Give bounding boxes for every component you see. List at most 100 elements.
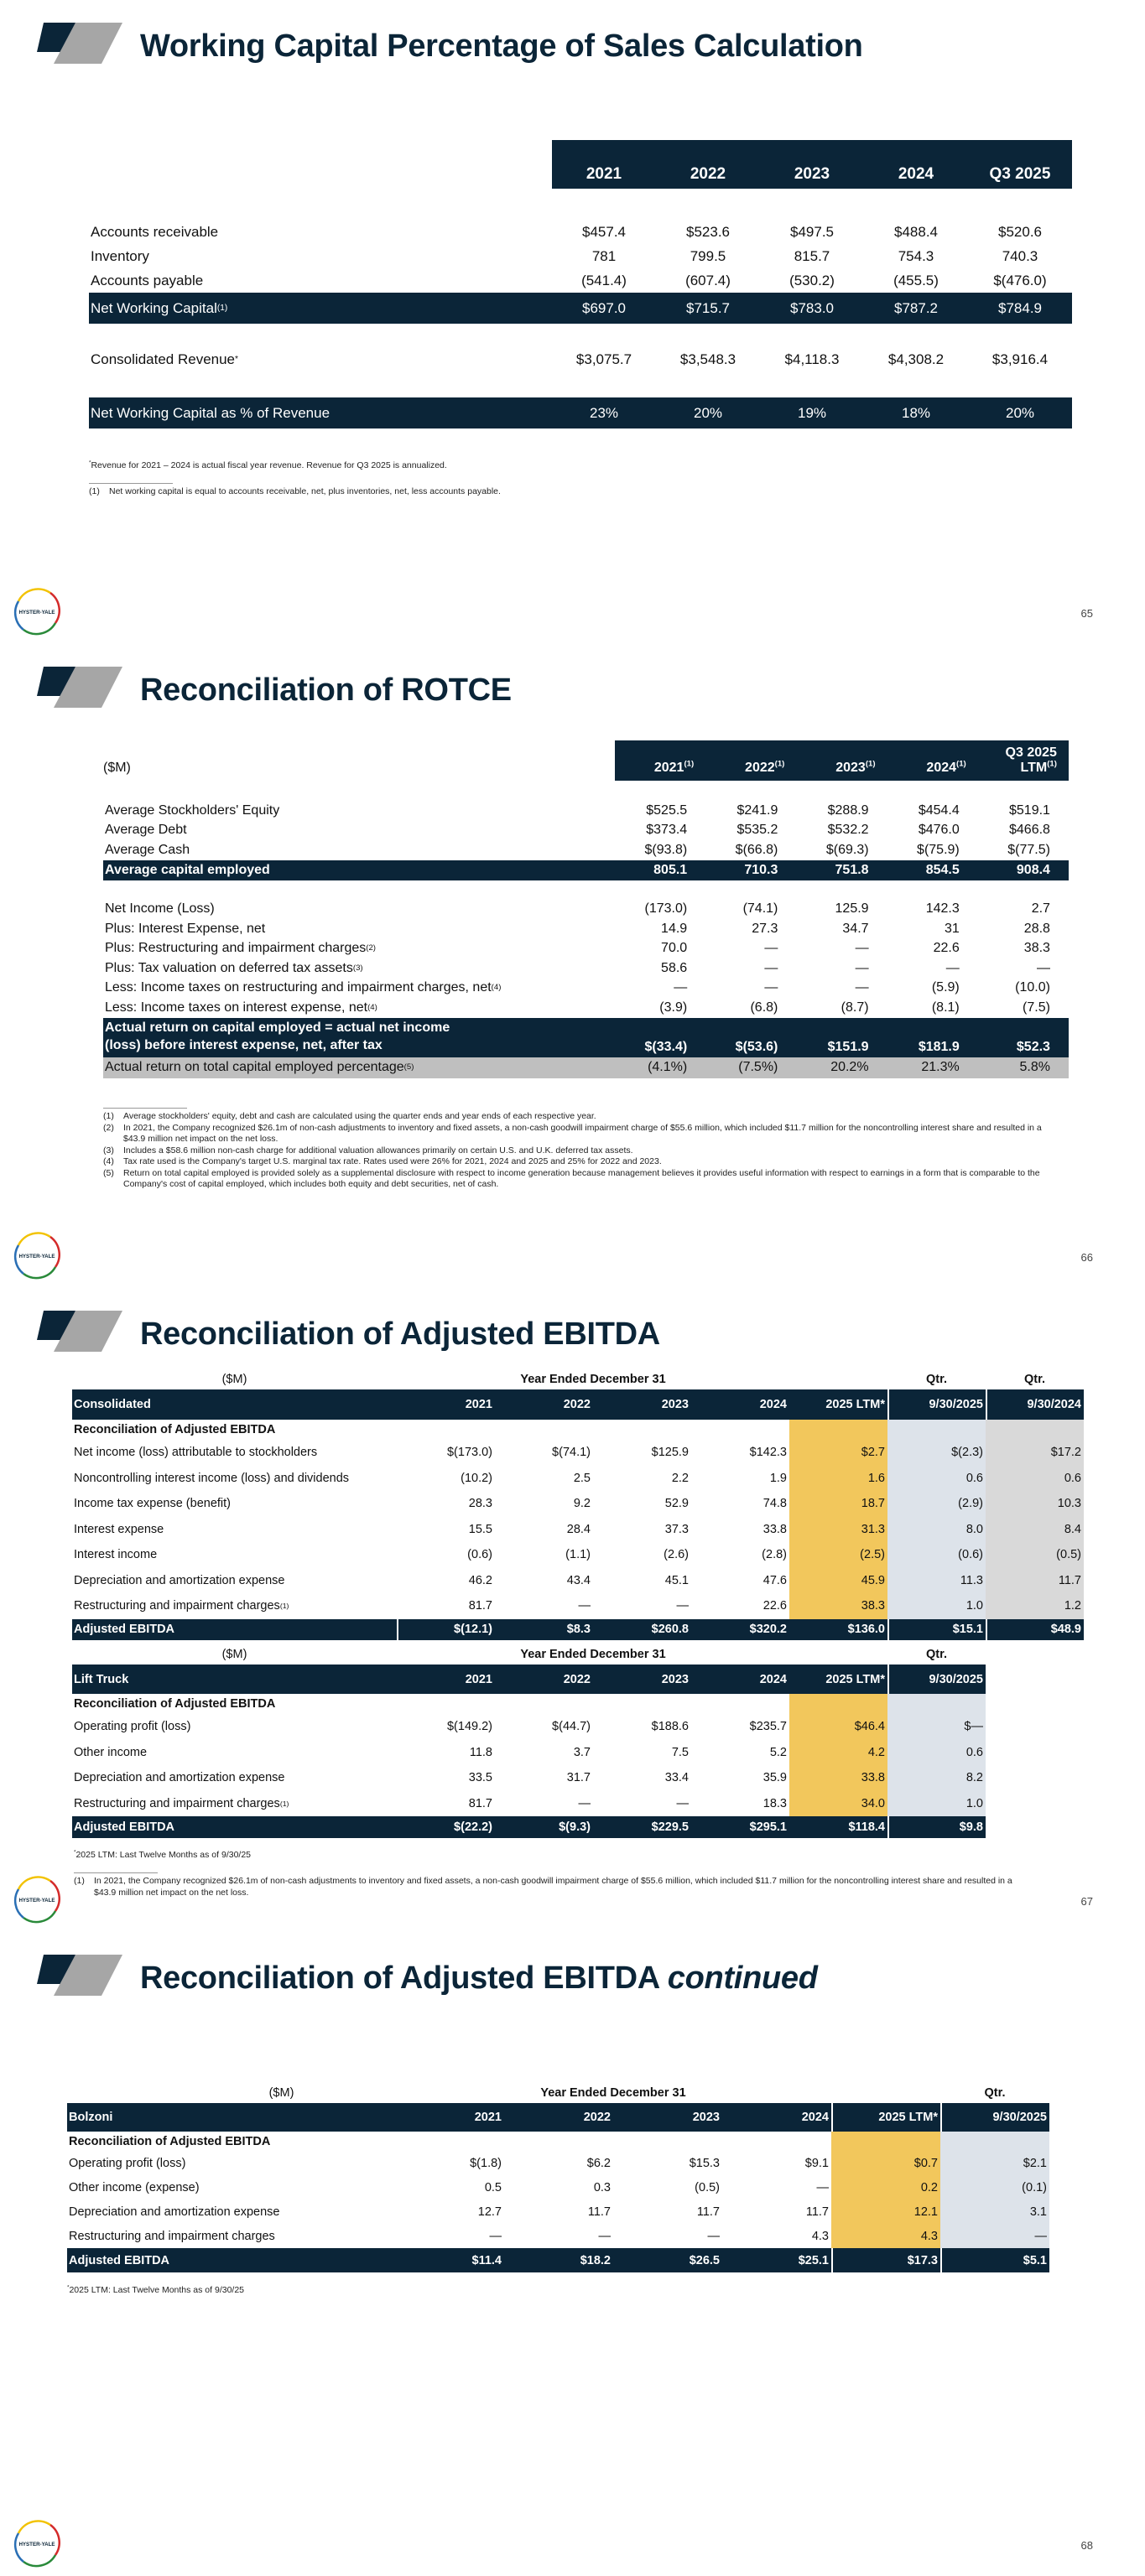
value-cell: (607.4) (656, 268, 760, 293)
value-cell: 33.5 (397, 1765, 495, 1791)
value-cell: (0.5) (613, 2175, 722, 2199)
value-cell: 27.3 (705, 919, 796, 939)
row-label-text: Net income (loss) attributable to stockh… (74, 1446, 318, 1460)
value-text: 854.5 (925, 862, 960, 877)
value-text: $229.5 (651, 1820, 689, 1834)
value-cell: — (887, 958, 978, 979)
column-header: 2024(1) (887, 740, 978, 781)
value-text: $151.9 (827, 1039, 869, 1054)
column-header: 2022 (656, 140, 760, 189)
svg-text:HYSTER-YALE: HYSTER-YALE (18, 610, 55, 615)
column-header-line: 2024(1) (926, 760, 965, 776)
column-header: 2024 (722, 2103, 831, 2132)
value-cell: $(69.3) (796, 840, 887, 860)
revenue-note-text: Revenue for 2021 – 2024 is actual fiscal… (91, 460, 447, 470)
table-row: Interest income (0.6) (1.1) (2.6) (2.8) (2.5)… (72, 1542, 1084, 1568)
column-header-text: 2025 LTM* (825, 1672, 885, 1686)
value-text: 11.7 (805, 2205, 829, 2219)
table-row: Depreciation and amortization expense 12.… (67, 2199, 1049, 2224)
value-cell: 34.0 (789, 1790, 887, 1816)
table-row: Net income (loss) attributable to stockh… (72, 1440, 1084, 1466)
value-text: $697.0 (582, 299, 626, 316)
value-text: 28.8 (1023, 921, 1050, 936)
value-cell: — (495, 1593, 593, 1619)
footnote-number: (1) (103, 1111, 114, 1121)
footnote: (2) In 2021, the Company recognized $26.1… (103, 1123, 1064, 1145)
footnote: (1) Average stockholders' equity, debt an… (103, 1111, 1064, 1123)
value-cell: $18.2 (504, 2248, 613, 2272)
value-text: 27.3 (752, 921, 778, 936)
ltm-note: *2025 LTM: Last Twelve Months as of 9/30… (74, 1849, 252, 1860)
value-text: 31.7 (566, 1771, 591, 1785)
spacer (789, 1644, 887, 1665)
value-cell: — (615, 979, 705, 999)
value-cell: 1.6 (789, 1465, 887, 1491)
value-text: $9.1 (804, 2156, 829, 2170)
value-cell: 799.5 (656, 244, 760, 268)
value-text: $(1.8) (470, 2156, 502, 2170)
value-cell: — (705, 979, 796, 999)
footnote: (1) Net working capital is equal to accou… (89, 486, 1054, 498)
value-text: (530.2) (789, 272, 835, 288)
row-label-text: Restructuring and impairment charges (69, 2229, 275, 2243)
value-cell: 4.2 (789, 1739, 887, 1765)
table-row: Less: Income taxes on interest expense, … (103, 998, 1069, 1018)
row-label: Adjusted EBITDA (72, 1816, 397, 1838)
value-text: — (578, 1796, 591, 1810)
value-text: 4.2 (867, 1745, 885, 1759)
table-row: Plus: Interest Expense, net 14.9 27.3 34.7 3… (103, 919, 1069, 939)
row-label-text: Actual return on total capital employed … (105, 1060, 404, 1074)
value-text: 46.2 (468, 1573, 492, 1587)
value-text: (607.4) (685, 272, 731, 288)
value-cell: 34.7 (796, 919, 887, 939)
value-cell: $525.5 (615, 801, 705, 821)
column-header: 2021 (395, 2103, 504, 2132)
value-text: 18% (901, 404, 931, 421)
column-header-text: 2023 (692, 2111, 720, 2124)
value-text: $5.1 (1023, 2253, 1047, 2267)
value-text: 4.3 (811, 2229, 829, 2243)
value-text: 20.2% (830, 1060, 869, 1074)
column-header-text: 2022 (563, 1398, 591, 1411)
row-label-text: Accounts payable (91, 272, 204, 288)
value-cell: (2.5) (789, 1542, 887, 1568)
slide-title: Reconciliation of ROTCE (140, 673, 512, 708)
value-text: $3,916.4 (991, 351, 1049, 367)
value-text: 1.6 (867, 1471, 885, 1485)
value-cell: (4.1%) (615, 1057, 705, 1078)
column-header-text: 2023 (794, 165, 830, 183)
value-cell: — (593, 1593, 691, 1619)
value-cell: (0.6) (397, 1542, 495, 1568)
column-header: 9/30/2025 (887, 1389, 986, 1420)
row-label: Actual return on total capital employed … (105, 1060, 414, 1074)
header-label: ($M) (103, 740, 615, 781)
value-cell: $(2.3) (887, 1440, 986, 1466)
slide-working-capital: Working Capital Percentage of Sales Calc… (0, 0, 1145, 644)
column-header-text: 2021 (465, 1672, 492, 1686)
value-text: $787.2 (894, 299, 938, 316)
hyster-yale-logo: HYSTER-YALE (13, 1232, 60, 1280)
value-text: 12.7 (477, 2205, 502, 2219)
value-text: 9.2 (573, 1497, 591, 1511)
footnotes: (1) Net working capital is equal to accou… (89, 486, 1054, 498)
value-cell: $520.6 (968, 220, 1072, 244)
value-text: (0.5) (695, 2180, 720, 2194)
row-label-text: Restructuring and impairment charges (74, 1796, 280, 1810)
value-cell: 815.7 (760, 244, 864, 268)
value-text: 37.3 (664, 1522, 689, 1536)
value-text: 781 (591, 247, 617, 264)
value-cell: 805.1 (615, 860, 705, 880)
value-text: 8.4 (1064, 1522, 1081, 1536)
value-cell: $457.4 (552, 220, 656, 244)
value-text: 33.4 (664, 1771, 689, 1785)
column-header-top: Q3 2025 (1005, 745, 1057, 760)
column-header-text: 2021 (474, 2111, 502, 2124)
value-cell: 31.3 (789, 1516, 887, 1542)
value-text: $17.3 (907, 2253, 938, 2267)
slide-title: Working Capital Percentage of Sales Calc… (140, 29, 863, 64)
value-text: 22.6 (762, 1599, 787, 1613)
table-row: Operating profit (loss) $(149.2) $(44.7) $1… (72, 1714, 986, 1740)
row-label-text: Reconciliation of Adjusted EBITDA (74, 1697, 276, 1711)
value-text: — (764, 980, 778, 995)
column-header-text: LTM (1020, 761, 1048, 775)
